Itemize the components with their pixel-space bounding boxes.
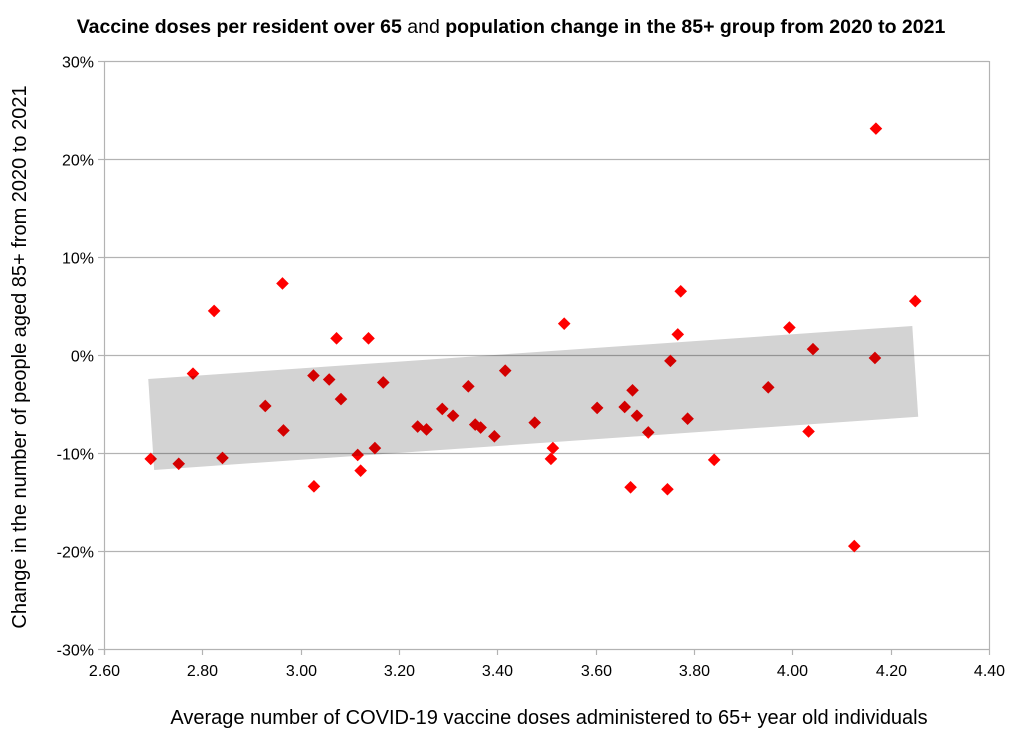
x-tick-label: 3.40 — [482, 663, 513, 680]
axes — [98, 60, 991, 655]
y-tick-label: 0% — [71, 349, 94, 366]
chart-title: Vaccine doses per resident over 65 and p… — [77, 16, 946, 38]
data-point — [624, 481, 637, 494]
data-point — [707, 453, 721, 467]
x-tick-label: 2.60 — [89, 663, 120, 680]
y-tick-label: -20% — [57, 545, 94, 562]
data-point — [276, 277, 289, 290]
tick-labels: 30% 20% 10% 0% -10% -20% -30% 2.60 2.80 3.00 3.20 3… — [57, 55, 1006, 681]
chart-title-part-2: and — [402, 16, 445, 38]
x-tick-label: 3.20 — [384, 663, 415, 680]
data-point — [546, 441, 560, 455]
data-point — [207, 304, 221, 318]
x-tick-label: 3.60 — [581, 663, 612, 680]
data-point — [362, 332, 375, 345]
data-point — [186, 367, 200, 380]
trend-band — [148, 325, 919, 470]
data-point — [869, 122, 883, 135]
data-point — [671, 328, 685, 341]
x-tick-label: 4.00 — [777, 663, 808, 680]
trend-band-layer — [148, 325, 919, 470]
x-axis-title: Average number of COVID-19 vaccine doses… — [170, 707, 927, 729]
data-point — [307, 480, 321, 493]
data-point — [557, 317, 571, 330]
data-point — [661, 482, 674, 496]
chart-title-part-3: population change in the 85+ group from … — [445, 16, 945, 38]
data-point — [674, 285, 688, 298]
data-point — [783, 321, 796, 334]
y-tick-label: 30% — [62, 55, 94, 72]
data-point — [330, 332, 343, 345]
y-tick-label: -10% — [57, 447, 94, 464]
y-tick-label: 10% — [62, 251, 94, 268]
data-point — [847, 539, 861, 553]
x-tick-label: 4.40 — [974, 663, 1005, 680]
x-tick-label: 3.80 — [679, 663, 710, 680]
chart-title-part-1: Vaccine doses per resident over 65 — [77, 16, 402, 38]
x-tick-label: 4.20 — [876, 663, 907, 680]
data-point — [544, 452, 558, 466]
data-point — [802, 425, 815, 438]
x-tick-label: 3.00 — [286, 663, 317, 680]
data-point — [144, 452, 158, 466]
x-tick-label: 2.80 — [187, 663, 218, 680]
y-axis-title: Change in the number of people aged 85+ … — [9, 85, 31, 628]
y-tick-label: -30% — [57, 643, 94, 660]
y-tick-label: 20% — [62, 153, 94, 170]
gridlines — [104, 60, 989, 651]
data-point — [908, 294, 922, 308]
data-point — [354, 464, 367, 477]
